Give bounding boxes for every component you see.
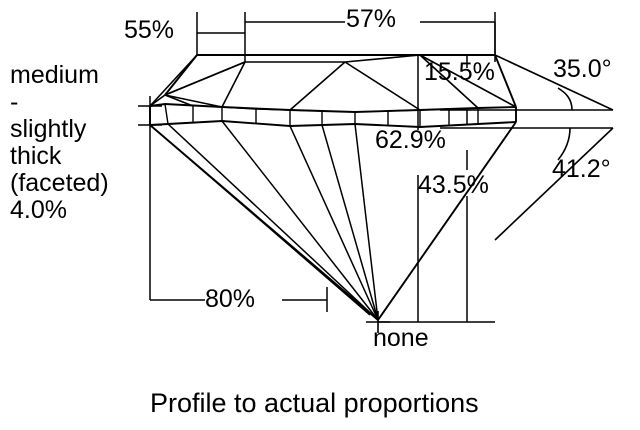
dimension-extension-left [138, 96, 162, 300]
label-lower-half: 80% [205, 285, 256, 313]
dimension-lower-half [150, 287, 328, 312]
girdle-description-line-5: 4.0% [10, 196, 67, 224]
girdle-facet-ticks [164, 103, 479, 127]
pavilion-facet-lines [149, 120, 379, 321]
label-pavilion-depth: 43.5% [418, 171, 489, 199]
girdle-description-line-0: medium [10, 61, 99, 89]
label-culet-size: none [373, 324, 429, 352]
label-table-size: 57% [346, 5, 397, 33]
crown-angle-construction [440, 54, 614, 111]
label-girdle-description: medium - slightly thick (faceted) 4.0% [10, 62, 160, 224]
label-total-depth: 62.9% [375, 126, 446, 154]
pavilion-angle-construction [440, 127, 614, 241]
label-crown-height: 15.5% [424, 58, 495, 86]
dimension-star-length [196, 12, 246, 62]
dimension-total-depth [378, 55, 495, 323]
label-pavilion-angle: 41.2° [552, 155, 611, 183]
figure-caption: Profile to actual proportions [150, 388, 479, 418]
girdle-description-line-2: slightly [10, 115, 87, 143]
label-star-length: 55% [124, 16, 175, 44]
girdle-description-line-1: - [10, 88, 19, 116]
girdle-description-line-3: thick [10, 142, 62, 170]
label-crown-angle: 35.0° [553, 55, 612, 83]
girdle-description-line-4: (faceted) [10, 169, 109, 197]
crown-facet-lines [149, 54, 517, 112]
diamond-girdle-outline [149, 103, 517, 128]
